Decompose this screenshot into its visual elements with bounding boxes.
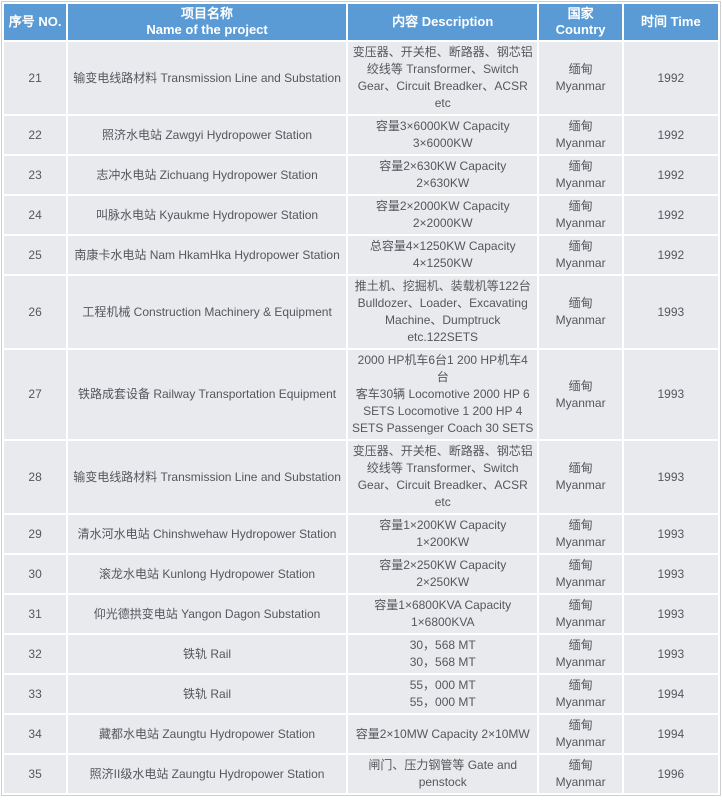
cell-description: 容量3×6000KW Capacity 3×6000KW [347, 116, 538, 154]
cell-description: 变压器、开关柜、断路器、钢芯铝 绞线等 Transformer、Switch G… [347, 441, 538, 513]
cell-no: 34 [4, 715, 67, 753]
cell-country: 缅甸 Myanmar [539, 156, 622, 194]
header-no: 序号 NO. [4, 4, 67, 40]
cell-description: 2000 HP机车6台1 200 HP机车4台 客车30辆 Locomotive… [347, 350, 538, 439]
cell-project-name: 叫脉水电站 Kyaukme Hydropower Station [68, 196, 346, 234]
cell-no: 33 [4, 675, 67, 713]
cell-time: 1994 [623, 675, 718, 713]
cell-no: 23 [4, 156, 67, 194]
cell-no: 27 [4, 350, 67, 439]
cell-no: 24 [4, 196, 67, 234]
cell-description: 容量2×2000KW Capacity 2×2000KW [347, 196, 538, 234]
cell-description: 容量1×200KW Capacity 1×200KW [347, 515, 538, 553]
cell-no: 30 [4, 555, 67, 593]
table-row: 26 工程机械 Construction Machinery & Equipme… [4, 276, 718, 348]
cell-description: 总容量4×1250KW Capacity 4×1250KW [347, 236, 538, 274]
table-row: 34 藏都水电站 Zaungtu Hydropower Station 容量2×… [4, 715, 718, 753]
header-time: 时间 Time [623, 4, 718, 40]
cell-description: 容量2×250KW Capacity 2×250KW [347, 555, 538, 593]
cell-project-name: 滚龙水电站 Kunlong Hydropower Station [68, 555, 346, 593]
table-row: 30 滚龙水电站 Kunlong Hydropower Station 容量2×… [4, 555, 718, 593]
cell-country: 缅甸 Myanmar [539, 196, 622, 234]
cell-country: 缅甸 Myanmar [539, 595, 622, 633]
cell-country: 缅甸 Myanmar [539, 350, 622, 439]
header-country: 国家 Country [539, 4, 622, 40]
cell-description: 容量2×630KW Capacity 2×630KW [347, 156, 538, 194]
cell-no: 22 [4, 116, 67, 154]
cell-project-name: 志冲水电站 Zichuang Hydropower Station [68, 156, 346, 194]
cell-country: 缅甸 Myanmar [539, 116, 622, 154]
table-row: 23 志冲水电站 Zichuang Hydropower Station 容量2… [4, 156, 718, 194]
cell-country: 缅甸 Myanmar [539, 715, 622, 753]
cell-project-name: 输变电线路材料 Transmission Line and Substation [68, 42, 346, 114]
table-header-row: 序号 NO. 项目名称 Name of the project 内容 Descr… [4, 4, 718, 40]
cell-time: 1992 [623, 196, 718, 234]
cell-description: 容量1×6800KVA Capacity 1×6800KVA [347, 595, 538, 633]
cell-country: 缅甸 Myanmar [539, 555, 622, 593]
table-row: 25 南康卡水电站 Nam HkamHka Hydropower Station… [4, 236, 718, 274]
cell-project-name: 南康卡水电站 Nam HkamHka Hydropower Station [68, 236, 346, 274]
table-row: 22 照济水电站 Zawgyi Hydropower Station 容量3×6… [4, 116, 718, 154]
table-row: 21 输变电线路材料 Transmission Line and Substat… [4, 42, 718, 114]
cell-no: 29 [4, 515, 67, 553]
cell-project-name: 仰光德拱变电站 Yangon Dagon Substation [68, 595, 346, 633]
cell-time: 1993 [623, 555, 718, 593]
cell-country: 缅甸 Myanmar [539, 236, 622, 274]
cell-time: 1992 [623, 116, 718, 154]
cell-country: 缅甸 Myanmar [539, 42, 622, 114]
cell-description: 55，000 MT 55，000 MT [347, 675, 538, 713]
cell-description: 30，568 MT 30，568 MT [347, 635, 538, 673]
cell-no: 25 [4, 236, 67, 274]
cell-no: 26 [4, 276, 67, 348]
table-row: 24 叫脉水电站 Kyaukme Hydropower Station 容量2×… [4, 196, 718, 234]
cell-project-name: 工程机械 Construction Machinery & Equipment [68, 276, 346, 348]
cell-time: 1993 [623, 276, 718, 348]
cell-no: 28 [4, 441, 67, 513]
cell-time: 1992 [623, 236, 718, 274]
cell-time: 1993 [623, 635, 718, 673]
cell-time: 1993 [623, 595, 718, 633]
cell-project-name: 铁轨 Rail [68, 635, 346, 673]
header-project-name: 项目名称 Name of the project [68, 4, 346, 40]
cell-time: 1993 [623, 350, 718, 439]
cell-time: 1992 [623, 156, 718, 194]
cell-time: 1993 [623, 441, 718, 513]
cell-project-name: 藏都水电站 Zaungtu Hydropower Station [68, 715, 346, 753]
cell-project-name: 照济水电站 Zawgyi Hydropower Station [68, 116, 346, 154]
header-description: 内容 Description [347, 4, 538, 40]
cell-description: 容量2×10MW Capacity 2×10MW [347, 715, 538, 753]
table-row: 31 仰光德拱变电站 Yangon Dagon Substation 容量1×6… [4, 595, 718, 633]
cell-country: 缅甸 Myanmar [539, 515, 622, 553]
cell-country: 缅甸 Myanmar [539, 441, 622, 513]
cell-project-name: 输变电线路材料 Transmission Line and Substation [68, 441, 346, 513]
cell-no: 31 [4, 595, 67, 633]
cell-project-name: 铁路成套设备 Railway Transportation Equipment [68, 350, 346, 439]
cell-time: 1992 [623, 42, 718, 114]
cell-time: 1993 [623, 515, 718, 553]
cell-no: 21 [4, 42, 67, 114]
cell-description: 推土机、挖掘机、装载机等122台 Bulldozer、Loader、Excava… [347, 276, 538, 348]
table-row: 32 铁轨 Rail 30，568 MT 30，568 MT 缅甸 Myanma… [4, 635, 718, 673]
table-row: 33 铁轨 Rail 55，000 MT 55，000 MT 缅甸 Myanma… [4, 675, 718, 713]
table-row: 28 输变电线路材料 Transmission Line and Substat… [4, 441, 718, 513]
cell-time: 1994 [623, 715, 718, 753]
cell-country: 缅甸 Myanmar [539, 276, 622, 348]
table-row: 29 清水河水电站 Chinshwehaw Hydropower Station… [4, 515, 718, 553]
cell-no: 32 [4, 635, 67, 673]
cell-project-name: 清水河水电站 Chinshwehaw Hydropower Station [68, 515, 346, 553]
cell-project-name: 铁轨 Rail [68, 675, 346, 713]
cell-description: 变压器、开关柜、断路器、钢芯铝 绞线等 Transformer、Switch G… [347, 42, 538, 114]
table-row: 27 铁路成套设备 Railway Transportation Equipme… [4, 350, 718, 439]
cell-country: 缅甸 Myanmar [539, 675, 622, 713]
cell-country: 缅甸 Myanmar [539, 635, 622, 673]
